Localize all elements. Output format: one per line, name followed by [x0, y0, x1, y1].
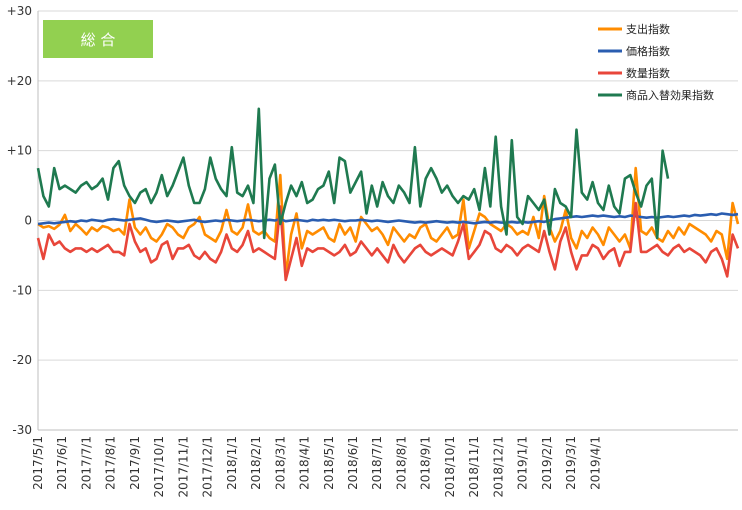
x-tick-label: 2018/3/1: [273, 436, 287, 490]
x-tick-label: 2018/4/1: [298, 436, 312, 490]
y-tick-label: -10: [12, 283, 32, 297]
legend-label: 価格指数: [626, 44, 670, 58]
x-tick-label: 2018/2/1: [249, 436, 263, 490]
x-tick-label: 2017/5/1: [31, 436, 45, 490]
x-tick-label: 2019/1/1: [516, 436, 530, 490]
x-tick-label: 2018/12/1: [491, 436, 505, 498]
y-tick-label: 0: [24, 214, 32, 228]
x-tick-label: 2019/4/1: [588, 436, 602, 490]
y-tick-label: +10: [7, 144, 32, 158]
x-tick-label: 2018/5/1: [322, 436, 336, 490]
y-tick-label: -20: [12, 353, 32, 367]
series-line-2: [36, 201, 740, 282]
y-tick-label: -30: [12, 423, 32, 437]
x-tick-label: 2018/8/1: [394, 436, 408, 490]
x-tick-label: 2017/12/1: [201, 436, 215, 498]
y-tick-label: +30: [7, 4, 32, 18]
x-tick-label: 2017/11/1: [176, 436, 190, 498]
series-line-1: [37, 212, 739, 226]
badge-background: [43, 20, 153, 58]
y-axis-ticks: +30 +20 +10 0 -10 -20 -30: [7, 4, 32, 437]
x-tick-label: 2018/10/1: [443, 436, 457, 498]
x-axis-ticks: 2017/5/1 2017/6/1 2017/7/1 2017/8/1 2017/9/1…: [31, 436, 602, 498]
x-tick-label: 2017/6/1: [55, 436, 69, 490]
x-tick-label: 2019/3/1: [564, 436, 578, 490]
series-line-0: [37, 166, 740, 278]
chart-badge: 総 合: [43, 20, 153, 58]
legend-label: 商品入替効果指数: [626, 88, 714, 102]
x-tick-label: 2018/11/1: [467, 436, 481, 498]
x-tick-label: 2018/6/1: [346, 436, 360, 490]
x-tick-label: 2019/2/1: [540, 436, 554, 490]
x-tick-label: 2017/8/1: [104, 436, 118, 490]
series-line-3: [36, 107, 670, 240]
x-tick-label: 2017/9/1: [128, 436, 142, 490]
badge-label: 総 合: [81, 31, 116, 49]
legend-label: 数量指数: [626, 66, 670, 80]
series-lines: [36, 107, 740, 282]
x-tick-label: 2017/10/1: [152, 436, 166, 498]
x-tick-label: 2018/1/1: [225, 436, 239, 490]
x-tick-label: 2018/9/1: [419, 436, 433, 490]
x-tick-label: 2017/7/1: [79, 436, 93, 490]
y-tick-label: +20: [7, 74, 32, 88]
legend-label: 支出指数: [626, 22, 670, 36]
x-tick-label: 2018/7/1: [370, 436, 384, 490]
